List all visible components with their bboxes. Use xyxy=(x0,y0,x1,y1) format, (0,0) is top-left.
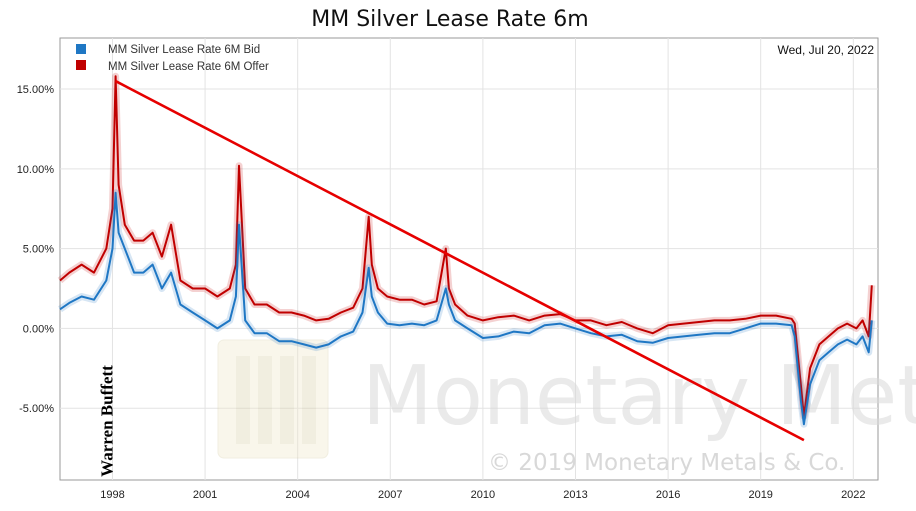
y-axis: 15.00% 10.00% 5.00% 0.00% -5.00% xyxy=(17,84,55,415)
watermark-text: Monetary Metals xyxy=(362,349,916,444)
x-tick-label: 2013 xyxy=(563,489,587,501)
x-tick-label: 2001 xyxy=(193,489,217,501)
x-tick-label: 2007 xyxy=(378,489,402,501)
y-tick-label: 10.00% xyxy=(17,164,55,176)
series-line-offer xyxy=(59,75,873,418)
legend-item-offer: MM Silver Lease Rate 6M Offer xyxy=(108,61,269,73)
y-tick-label: 5.00% xyxy=(23,244,54,256)
annotation-warren-buffett: Warren Buffett xyxy=(97,365,116,477)
x-tick-label: 2016 xyxy=(656,489,680,501)
grid xyxy=(60,38,878,480)
y-tick-label: 15.00% xyxy=(17,84,55,96)
x-axis: 1998 2001 2004 2007 2010 2013 2016 2019 2022 xyxy=(100,489,865,501)
annotation-layer: Warren Buffett xyxy=(97,79,805,477)
series-line-bid xyxy=(59,191,873,426)
watermark-logo-icon xyxy=(217,339,329,459)
x-tick-label: 2010 xyxy=(471,489,495,501)
chart-title: MM Silver Lease Rate 6m xyxy=(311,7,588,32)
x-tick-label: 2022 xyxy=(841,489,865,501)
y-tick-label: -5.00% xyxy=(19,403,54,415)
watermark-copyright: © 2019 Monetary Metals & Co. xyxy=(488,450,845,476)
x-tick-label: 2019 xyxy=(748,489,772,501)
watermark: Monetary Metals © 2019 Monetary Metals &… xyxy=(217,339,916,476)
trend-line xyxy=(114,79,805,442)
x-tick-label: 1998 xyxy=(100,489,124,501)
x-tick-label: 2004 xyxy=(285,489,309,501)
legend-item-bid: MM Silver Lease Rate 6M Bid xyxy=(108,44,260,56)
date-label: Wed, Jul 20, 2022 xyxy=(777,43,874,57)
legend-swatch-bid xyxy=(76,44,86,54)
series-layer xyxy=(57,72,876,428)
legend: MM Silver Lease Rate 6M Bid MM Silver Le… xyxy=(76,44,269,73)
legend-swatch-offer xyxy=(76,60,86,70)
y-tick-label: 0.00% xyxy=(23,323,54,335)
